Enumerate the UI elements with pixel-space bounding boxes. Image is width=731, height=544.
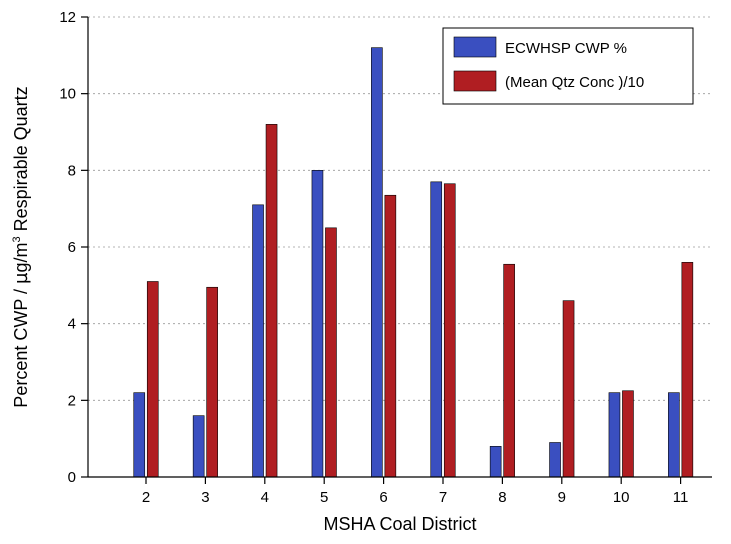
x-tick-label: 10 [613,489,630,506]
y-axis-title-unit: g/m [11,243,31,273]
y-tick-label: 8 [68,162,76,179]
legend-swatch-mean-qtz [453,70,497,92]
x-tick-label: 8 [498,489,506,506]
x-tick-label: 2 [142,489,150,506]
bar-ecwhsp-3 [192,415,205,478]
bar-ecwhsp-9 [549,442,561,478]
bar-ecwhsp-7 [430,181,443,478]
bar-mean-qtz-4 [265,124,278,478]
y-tick-label: 10 [59,86,76,103]
legend-swatch-ecwhsp [453,36,497,58]
bar-ecwhsp-4 [252,204,264,478]
y-axis-title: Percent CWP / µg/m3 Respirable Quartz [11,86,32,407]
x-tick-label: 4 [261,489,269,506]
bar-ecwhsp-2 [133,392,146,478]
y-tick-label: 2 [68,392,76,409]
bar-ecwhsp-5 [311,170,324,478]
y-axis-title-superscript: 3 [11,236,23,242]
bars [133,47,694,478]
bar-mean-qtz-7 [443,183,456,478]
bar-ecwhsp-8 [489,446,502,478]
y-axis-title-suffix: Respirable Quartz [11,86,31,236]
y-ticks: 0 2 4 6 8 10 12 [59,9,88,486]
legend-label-mean-qtz: (Mean Qtz Conc )/10 [505,74,644,91]
bar-ecwhsp-10 [608,392,621,478]
bar-ecwhsp-11 [668,392,680,478]
bar-mean-qtz-11 [681,262,694,478]
x-tick-label: 3 [201,489,209,506]
x-tick-label: 6 [379,489,387,506]
legend: ECWHSP CWP % (Mean Qtz Conc )/10 [442,27,694,105]
bar-mean-qtz-6 [384,194,397,478]
bar-mean-qtz-9 [562,300,575,478]
y-tick-label: 12 [59,9,76,26]
bar-ecwhsp-6 [371,47,383,478]
x-tick-label: 5 [320,489,328,506]
x-tick-label: 9 [558,489,566,506]
legend-label-ecwhsp: ECWHSP CWP % [505,40,627,57]
bar-mean-qtz-10 [622,390,634,478]
bar-mean-qtz-5 [325,227,337,478]
y-tick-label: 6 [68,239,76,256]
x-tick-label: 7 [439,489,447,506]
y-tick-label: 4 [68,316,76,333]
x-axis-title: MSHA Coal District [323,514,476,534]
y-axis-title-prefix: Percent CWP / [11,284,31,408]
bar-mean-qtz-2 [146,281,159,478]
y-axis-title-mu: µ [11,272,32,284]
y-tick-label: 0 [68,469,76,486]
bar-mean-qtz-8 [503,263,515,478]
x-ticks: 2 3 4 5 6 7 8 9 10 11 [142,477,689,506]
bar-mean-qtz-3 [206,286,218,478]
x-tick-label: 11 [673,489,689,506]
